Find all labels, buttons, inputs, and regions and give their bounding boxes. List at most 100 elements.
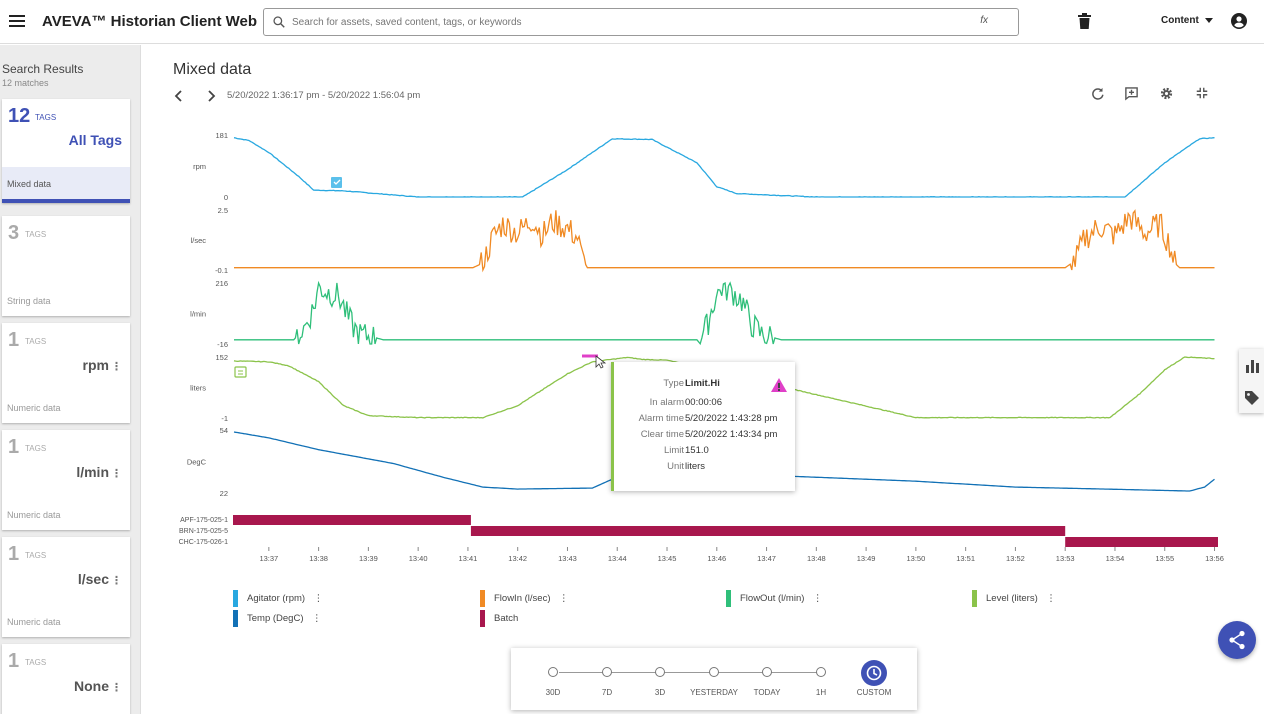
time-preset-track (559, 672, 825, 673)
axis-max-label: 152 (215, 353, 228, 362)
side-panel-tabs (1239, 349, 1264, 413)
tooltip-value: Limit.Hi (685, 378, 720, 389)
kebab-menu-icon[interactable]: ⋮ (111, 361, 122, 373)
search-icon (273, 16, 285, 28)
kebab-menu-icon[interactable]: ⋮ (813, 593, 823, 604)
x-tick-label: 13:54 (1106, 554, 1125, 563)
kebab-menu-icon[interactable]: ⋮ (313, 593, 324, 604)
legend-swatch (972, 590, 977, 607)
kebab-menu-icon[interactable]: ⋮ (1046, 593, 1056, 604)
kebab-menu-icon[interactable]: ⋮ (312, 613, 322, 624)
card-count: 12 (8, 105, 31, 127)
card-lsec[interactable]: 1 TAGS l/sec ⋮ Numeric data (2, 537, 130, 637)
preset-dot (762, 667, 772, 677)
annotation-marker-icon (331, 177, 342, 188)
search-box[interactable]: fx (263, 8, 1019, 36)
bar-chart-icon[interactable] (1244, 358, 1260, 374)
x-tick-label: 13:38 (309, 554, 328, 563)
tooltip-value: 00:00:06 (685, 397, 722, 408)
batch-segment (1065, 537, 1218, 547)
kebab-menu-icon[interactable]: ⋮ (111, 468, 122, 480)
card-desc: String data (7, 296, 51, 306)
axis-max-label: 54 (220, 426, 228, 435)
axis-max-label: 2.5 (218, 206, 228, 215)
kebab-menu-icon[interactable]: ⋮ (559, 593, 569, 604)
preset-custom[interactable]: CUSTOM (844, 648, 904, 710)
card-lmin[interactable]: 1 TAGS l/min ⋮ Numeric data (2, 430, 130, 530)
x-tick-label: 13:45 (658, 554, 677, 563)
card-tags-label: TAGS (25, 337, 47, 346)
collapse-icon[interactable] (1195, 86, 1209, 100)
checkmark-icon (333, 179, 341, 185)
card-title: l/sec (77, 571, 109, 587)
card-all-tags[interactable]: 12 TAGS All Tags Mixed data (2, 99, 130, 203)
series-line-2 (234, 280, 1215, 346)
preset-label: 3D (654, 688, 666, 697)
preset-dot (709, 667, 719, 677)
account-icon[interactable] (1231, 13, 1247, 29)
search-input[interactable] (292, 11, 972, 33)
card-count: 1 (8, 543, 20, 565)
tag-icon[interactable] (1244, 390, 1260, 406)
preset-dot (816, 667, 826, 677)
chevron-right-icon[interactable] (206, 89, 216, 103)
legend-swatch (480, 590, 485, 607)
time-preset-bar: 30D 7D 3D YESTERDAY TODAY 1H CUSTOM (511, 648, 917, 710)
trash-icon[interactable] (1078, 13, 1091, 29)
legend-label: Agitator (rpm) (247, 593, 306, 604)
annotation-icon[interactable] (1124, 86, 1139, 101)
x-tick-label: 13:53 (1056, 554, 1075, 563)
axis-min-label: -16 (217, 340, 228, 349)
x-tick-label: 13:47 (757, 554, 776, 563)
card-count: 1 (8, 436, 20, 458)
time-range: 5/20/2022 1:36:17 pm - 5/20/2022 1:56:04… (227, 90, 421, 101)
legend-swatch (726, 590, 731, 607)
chevron-down-icon (1204, 17, 1213, 23)
card-none[interactable]: 1 TAGS None ⋮ (2, 644, 130, 714)
legend-label: Level (liters) (986, 593, 1038, 604)
preset-1h[interactable]: 1H (791, 648, 851, 710)
axis-max-label: 181 (215, 131, 228, 140)
legend-swatch (480, 610, 485, 627)
page-title: Mixed data (173, 61, 252, 78)
gear-icon[interactable] (1159, 86, 1174, 101)
chevron-left-icon[interactable] (174, 89, 184, 103)
card-tags-label: TAGS (25, 230, 47, 239)
annotation-note-icon (234, 366, 247, 378)
tooltip-key: Clear time (640, 429, 684, 440)
card-desc: Numeric data (7, 510, 61, 520)
card-string-data[interactable]: 3 TAGS String data (2, 216, 130, 316)
axis-unit-label: liters (190, 384, 206, 393)
alarm-tooltip: Type Limit.Hi In alarm 00:00:06 Alarm time… (611, 362, 795, 491)
refresh-icon[interactable] (1090, 86, 1105, 101)
card-title: None (74, 678, 109, 694)
legend-label: FlowIn (l/sec) (494, 593, 551, 604)
content-label: Content (1161, 15, 1199, 26)
card-title: All Tags (68, 132, 122, 148)
axis-max-label: 216 (215, 279, 228, 288)
preset-today[interactable]: TODAY (737, 648, 797, 710)
card-count: 3 (8, 222, 20, 244)
preset-30d[interactable]: 30D (523, 648, 583, 710)
kebab-menu-icon[interactable]: ⋮ (111, 575, 122, 587)
fx-button[interactable]: fx (980, 15, 988, 26)
x-tick-label: 13:39 (359, 554, 378, 563)
batch-lane-label: APF-175-025-1 (180, 517, 228, 524)
clock-icon (861, 660, 887, 686)
sidebar: Search Results 12 matches 12 TAGS All Ta… (0, 45, 141, 714)
x-tick-label: 13:48 (807, 554, 826, 563)
x-tick-label: 13:55 (1155, 554, 1174, 563)
tooltip-value: 5/20/2022 1:43:34 pm (685, 429, 778, 440)
preset-7d[interactable]: 7D (577, 648, 637, 710)
card-rpm[interactable]: 1 TAGS rpm ⋮ Numeric data (2, 323, 130, 423)
trend-chart[interactable]: 181 0 rpm 2.5 -0.1 l/sec 216 -16 l/min 152 -1 liter… (160, 125, 1240, 573)
content-dropdown[interactable]: Content (1161, 15, 1213, 26)
share-button[interactable] (1218, 621, 1256, 659)
menu-icon[interactable] (9, 12, 25, 32)
mouse-cursor-icon (595, 355, 607, 369)
preset-3d[interactable]: 3D (630, 648, 690, 710)
x-tick-label: 13:42 (508, 554, 527, 563)
preset-yesterday[interactable]: YESTERDAY (684, 648, 744, 710)
axis-min-label: 22 (220, 489, 228, 498)
kebab-menu-icon[interactable]: ⋮ (111, 682, 122, 694)
